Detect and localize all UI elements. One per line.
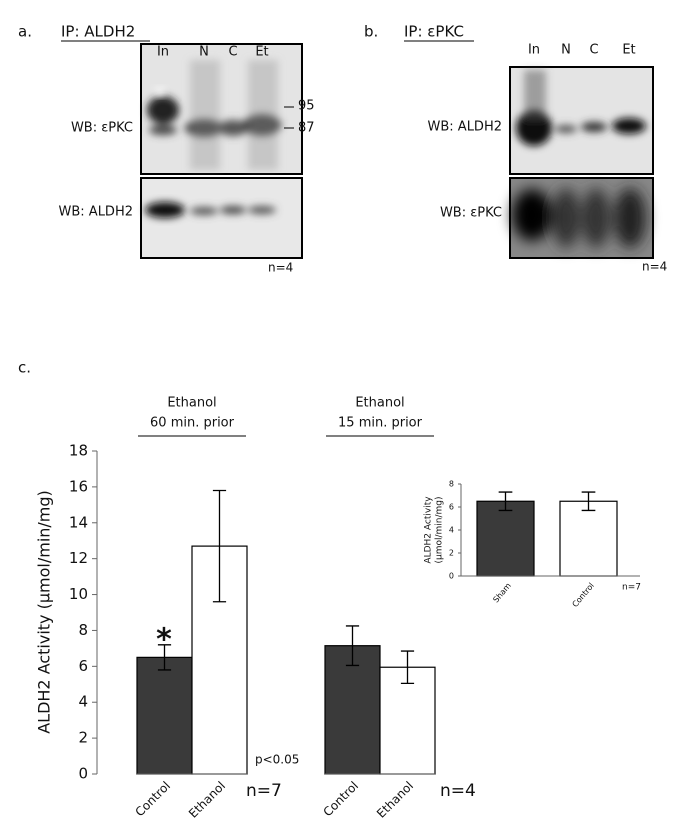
y-tick-label: 2 [449, 549, 454, 558]
n-label: n=7 [246, 781, 282, 801]
y-tick-label: 10 [69, 585, 88, 603]
n-label: n=4 [440, 781, 476, 801]
y-tick-label: 8 [78, 621, 88, 639]
group-title: Ethanol [167, 396, 216, 411]
blot-b [509, 66, 654, 259]
x-tick-label: Control [321, 779, 362, 820]
panel-title: IP: ALDH2 [61, 23, 135, 41]
marker-label: 95 [298, 99, 315, 114]
x-tick-label: Sham [491, 581, 513, 604]
row-label: WB: ALDH2 [59, 205, 133, 220]
y-tick-label: 14 [69, 513, 88, 531]
lane-label: Et [622, 43, 635, 58]
y-tick-label: 6 [449, 503, 454, 512]
annotation: p<0.05 [255, 753, 299, 767]
n-label: n=4 [642, 260, 667, 274]
lane-label: N [561, 43, 571, 58]
lane-label: In [528, 43, 540, 58]
y-tick-label: 18 [69, 442, 88, 460]
y-tick-label: 4 [449, 526, 454, 535]
error-bar [400, 650, 415, 685]
error-bar [581, 491, 596, 512]
y-tick-label: 6 [78, 657, 88, 675]
x-tick-label: Ethanol [374, 779, 416, 821]
x-tick-label: Control [133, 779, 174, 820]
y-tick-label: 0 [449, 572, 454, 581]
y-axis-label: ALDH2 Activity (µmol/min/mg) [35, 490, 54, 734]
y-tick-label: 12 [69, 549, 88, 567]
x-tick-label: Control [570, 581, 595, 609]
bar [136, 656, 193, 775]
y-tick-label: 0 [78, 765, 88, 783]
group-title: 60 min. prior [150, 416, 235, 431]
error-bar [345, 625, 360, 667]
row-label: WB: εPKC [71, 121, 133, 136]
bar [476, 500, 535, 577]
marker-label: 87 [298, 121, 315, 136]
y-axis-label: ALDH2 Activity [424, 496, 434, 564]
lane-label: C [228, 45, 237, 60]
error-bar [212, 489, 227, 603]
lane-label: C [589, 43, 598, 58]
row-label: WB: εPKC [440, 206, 502, 221]
error-bar [498, 491, 513, 512]
error-bar [157, 644, 172, 671]
bar [324, 645, 381, 775]
y-tick-label: 2 [78, 729, 88, 747]
y-axis-label: (µmol/min/mg) [435, 496, 445, 563]
blot-a [140, 43, 303, 259]
x-tick-label: Ethanol [186, 779, 228, 821]
row-label: WB: ALDH2 [428, 120, 502, 135]
n-label: n=7 [622, 583, 641, 593]
lane-label: N [199, 45, 209, 60]
y-tick-label: 16 [69, 477, 88, 495]
group-title: 15 min. prior [338, 416, 423, 431]
y-tick-label: 8 [449, 480, 454, 489]
panel-label: c. [18, 359, 31, 377]
bar [559, 500, 618, 577]
n-label: n=4 [268, 261, 293, 275]
panel-label: b. [364, 23, 378, 41]
panel-label: a. [18, 23, 32, 41]
lane-label: Et [255, 45, 268, 60]
y-tick-label: 4 [78, 693, 88, 711]
lane-label: In [157, 45, 169, 60]
panel-title: IP: εPKC [404, 23, 464, 41]
group-title: Ethanol [355, 396, 404, 411]
annotation: * [156, 622, 172, 657]
bar [191, 545, 248, 775]
